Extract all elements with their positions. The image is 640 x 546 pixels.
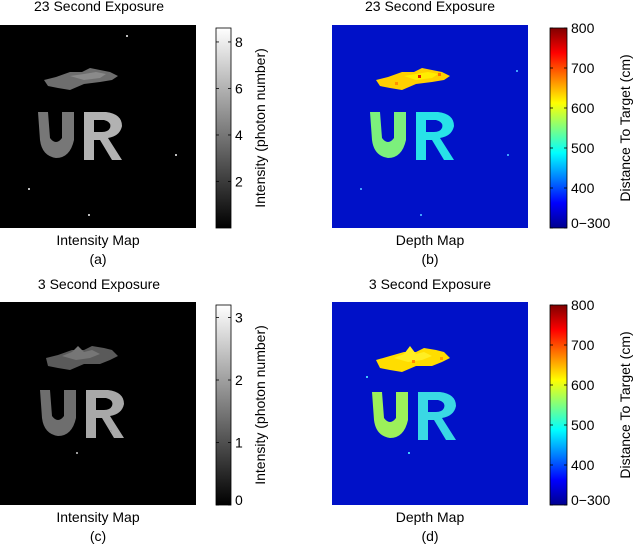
colorbar <box>549 27 568 229</box>
letter-r <box>84 112 122 160</box>
colorbar-tick-label: 3 <box>235 310 243 326</box>
letter-r <box>418 392 456 440</box>
colorbar-label: Distance To Target (cm) <box>617 54 633 201</box>
colorbar-tick-label: 600 <box>571 100 595 116</box>
colorbar-tick-label: 800 <box>571 20 595 36</box>
colorbar-ticks: 0−300 400 500 600 700 800 <box>550 20 611 231</box>
colorbar-label: Distance To Target (cm) <box>617 331 633 478</box>
panel-caption: (b) <box>421 251 438 267</box>
colorbar-label: Intensity (photon number) <box>252 325 268 485</box>
intensity-image <box>0 302 196 505</box>
colorbar-tick-label: 700 <box>571 337 595 353</box>
noise-dots <box>28 35 177 216</box>
colorbar-tick-label: 800 <box>571 297 595 313</box>
colorbar-tick-label: 500 <box>571 140 595 156</box>
letter-u <box>370 112 406 158</box>
colorbar-tick-label: 0 <box>235 492 243 508</box>
panel-caption: (d) <box>421 528 438 544</box>
panel-d: 3 Second Exposure 0−300 400 500 600 700 800 D… <box>332 276 633 544</box>
panel-c: 3 Second Exposure 0 1 2 3 Intensity (photon… <box>0 276 268 544</box>
object-top <box>46 346 118 370</box>
panel-b: 23 Second Exposure 0−300400500600700800 … <box>332 0 633 267</box>
panel-caption: (a) <box>89 251 106 267</box>
intensity-image <box>0 25 196 228</box>
panel-title: 3 Second Exposure <box>38 276 160 292</box>
colorbar-tick-label: 8 <box>235 34 243 50</box>
letter-u <box>372 392 408 438</box>
colorbar-tick-label: 400 <box>571 180 595 196</box>
object-top <box>44 68 118 90</box>
depth-image <box>332 302 528 505</box>
colorbar-tick-label: 4 <box>235 127 243 143</box>
colorbar-tick-label: 6 <box>235 80 243 96</box>
colorbar-ticks: 2 4 6 8 <box>216 34 243 189</box>
colorbar-tick-label: 2 <box>235 173 243 189</box>
object-top <box>376 346 450 372</box>
panel-caption: (c) <box>90 528 106 544</box>
colorbar-tick-label: 600 <box>571 377 595 393</box>
colorbar-ticks: 0−300 400 500 600 700 800 <box>550 297 611 508</box>
colorbar <box>549 304 568 506</box>
colorbar-tick-label: 500 <box>571 417 595 433</box>
noise-dots <box>76 430 112 454</box>
colorbar-tick-label: 0−300 <box>571 215 611 231</box>
colorbar-ticks: 0 1 2 3 <box>216 310 243 508</box>
map-label: Depth Map <box>396 232 465 248</box>
letter-r <box>86 390 124 438</box>
colorbar-tick-label: 700 <box>571 60 595 76</box>
letter-u <box>38 112 74 158</box>
map-label: Intensity Map <box>56 509 139 525</box>
colorbar <box>215 27 232 229</box>
colorbar-label: Intensity (photon number) <box>252 48 268 208</box>
noise-dots <box>360 70 518 216</box>
panel-title: 23 Second Exposure <box>365 0 495 14</box>
colorbar-tick-label: 400 <box>571 457 595 473</box>
colorbar-tick-label: 1 <box>235 435 243 451</box>
panel-a: 23 Second Exposure 2 4 6 8 Intensity (photo… <box>0 0 268 267</box>
map-label: Intensity Map <box>56 232 139 248</box>
letter-r <box>416 112 454 160</box>
colorbar-tick-label: 0−300 <box>571 492 611 508</box>
colorbar-tick-label: 2 <box>235 372 243 388</box>
panel-title: 23 Second Exposure <box>34 0 164 14</box>
noise-dots <box>366 376 444 454</box>
panel-title: 3 Second Exposure <box>369 276 491 292</box>
object-top <box>376 68 450 90</box>
depth-image <box>332 25 528 228</box>
letter-u <box>40 390 76 436</box>
colorbar <box>215 304 232 506</box>
map-label: Depth Map <box>396 509 465 525</box>
